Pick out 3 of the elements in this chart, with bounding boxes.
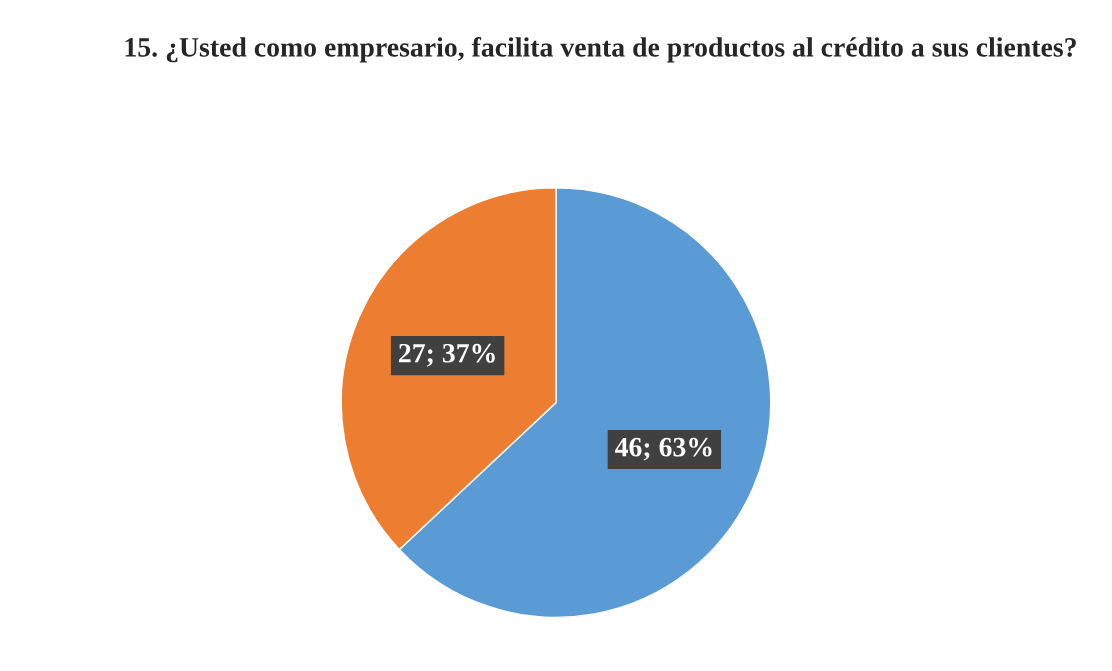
data-label: 46; 63% (614, 437, 712, 461)
chart-title: 15. ¿Usted como empresario, facilita venta de productos al crédito a sus clientes? (125, 36, 1076, 63)
data-label: 27; 37% (399, 343, 495, 367)
